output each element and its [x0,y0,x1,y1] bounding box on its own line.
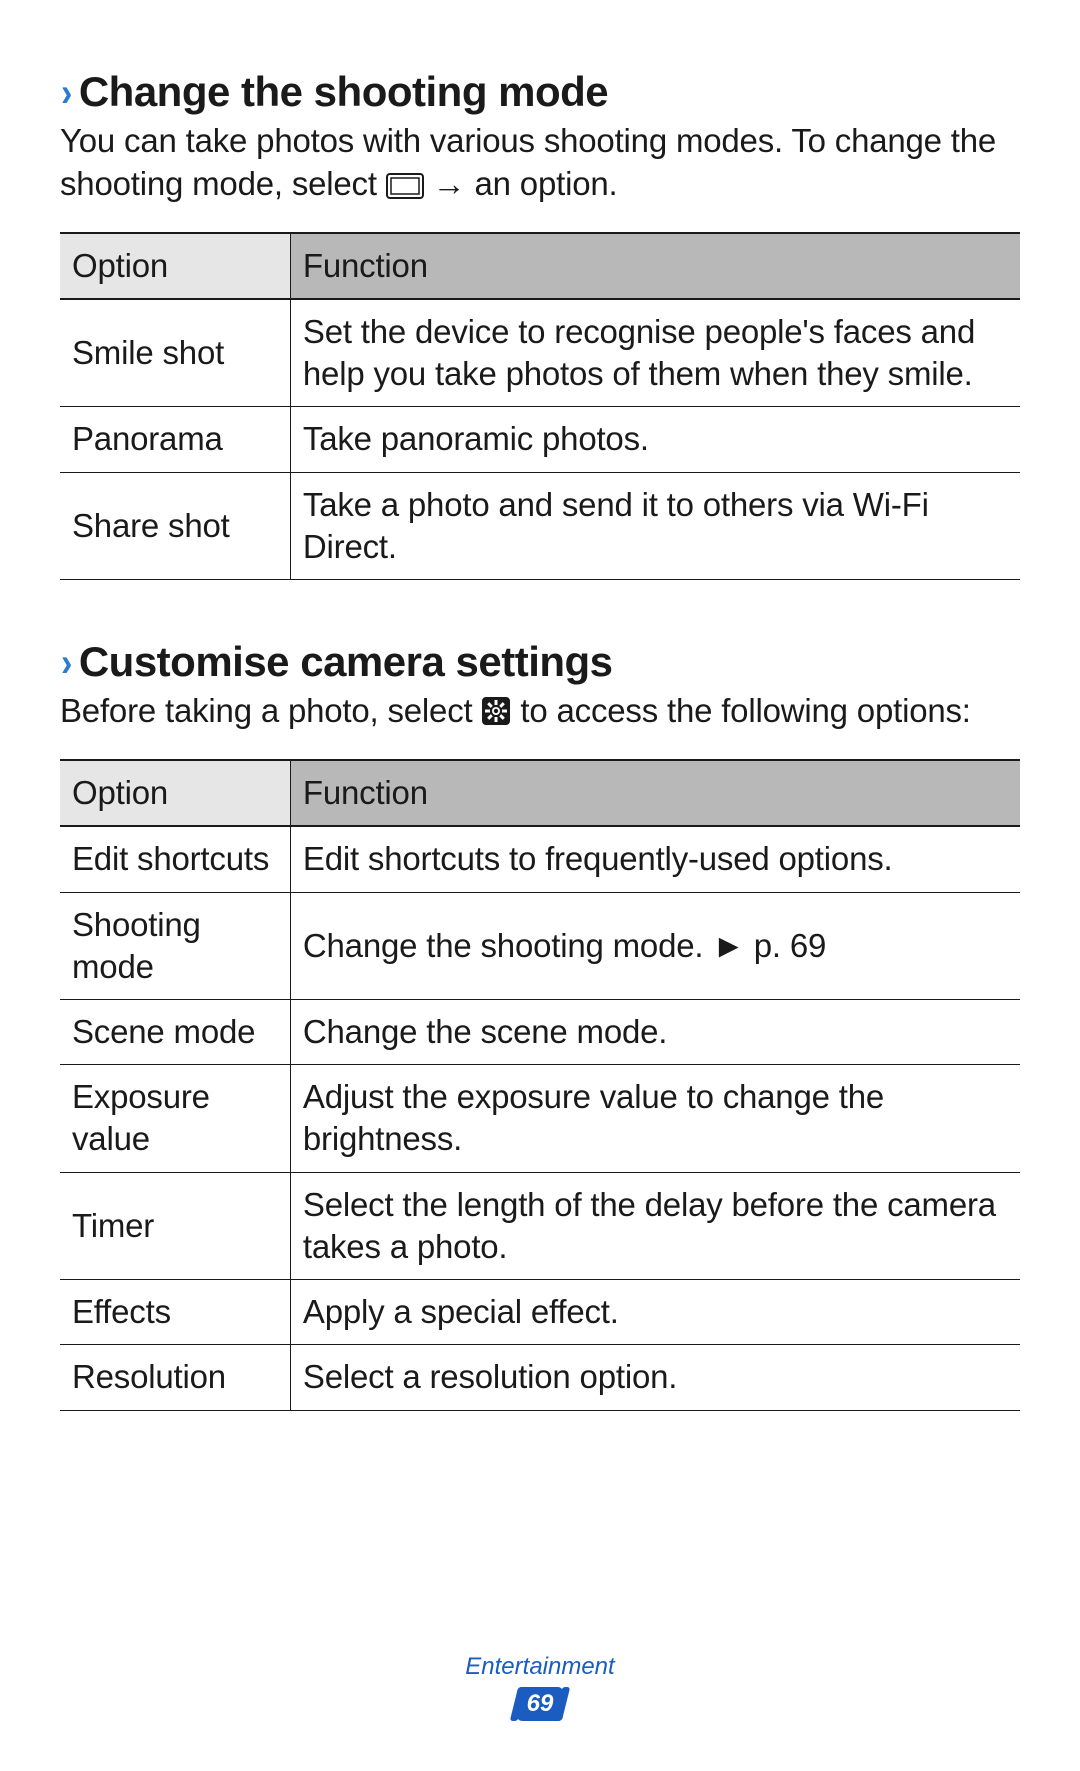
section2-intro: Before taking a photo, select to access … [60,690,1020,737]
table-header-option: Option [60,233,290,299]
rectangle-icon [386,167,424,210]
table-row: Resolution Select a resolution option. [60,1345,1020,1410]
table-row: Scene mode Change the scene mode. [60,1000,1020,1065]
intro-text-post: → an option. [424,165,618,202]
camera-settings-table: Option Function Edit shortcuts Edit shor… [60,759,1020,1411]
table-header-function: Function [290,760,1020,826]
option-cell: Timer [60,1172,290,1279]
table-row: Panorama Take panoramic photos. [60,407,1020,472]
chevron-icon: › [61,641,72,686]
function-cell: Change the shooting mode. ► p. 69 [290,892,1020,999]
intro-text-pre: Before taking a photo, select [60,692,481,729]
gear-icon [481,694,511,737]
option-cell: Shooting mode [60,892,290,999]
function-cell: Select the length of the delay before th… [290,1172,1020,1279]
function-cell: Take panoramic photos. [290,407,1020,472]
table-header-row: Option Function [60,760,1020,826]
page-number: 69 [527,1690,554,1717]
table-row: Effects Apply a special effect. [60,1280,1020,1345]
option-cell: Exposure value [60,1065,290,1172]
function-cell: Edit shortcuts to frequently-used option… [290,826,1020,892]
table-row: Edit shortcuts Edit shortcuts to frequen… [60,826,1020,892]
section-heading-customise: ›Customise camera settings [60,638,1020,686]
page-number-badge: 69 [517,1687,564,1721]
page-footer: Entertainment 69 [0,1653,1080,1721]
function-cell: Apply a special effect. [290,1280,1020,1345]
chevron-icon: › [61,71,72,116]
table-row: Shooting mode Change the shooting mode. … [60,892,1020,999]
table-header-function: Function [290,233,1020,299]
option-cell: Smile shot [60,299,290,407]
function-cell: Select a resolution option. [290,1345,1020,1410]
function-cell: Take a photo and send it to others via W… [290,472,1020,579]
section1-intro: You can take photos with various shootin… [60,120,1020,210]
intro-text-post: to access the following options: [511,692,970,729]
footer-category: Entertainment [0,1653,1080,1681]
option-cell: Edit shortcuts [60,826,290,892]
manual-page: ›Change the shooting mode You can take p… [0,0,1080,1771]
section-heading-shooting-mode: ›Change the shooting mode [60,68,1020,116]
function-cell: Set the device to recognise people's fac… [290,299,1020,407]
section-title-text: Customise camera settings [79,638,613,685]
table-header-row: Option Function [60,233,1020,299]
table-header-option: Option [60,760,290,826]
shooting-mode-table: Option Function Smile shot Set the devic… [60,232,1020,580]
option-cell: Panorama [60,407,290,472]
function-cell: Adjust the exposure value to change the … [290,1065,1020,1172]
section-title-text: Change the shooting mode [79,68,608,115]
table-row: Timer Select the length of the delay bef… [60,1172,1020,1279]
option-cell: Share shot [60,472,290,579]
table-row: Exposure value Adjust the exposure value… [60,1065,1020,1172]
table-row: Smile shot Set the device to recognise p… [60,299,1020,407]
table-row: Share shot Take a photo and send it to o… [60,472,1020,579]
option-cell: Resolution [60,1345,290,1410]
function-cell: Change the scene mode. [290,1000,1020,1065]
option-cell: Effects [60,1280,290,1345]
option-cell: Scene mode [60,1000,290,1065]
